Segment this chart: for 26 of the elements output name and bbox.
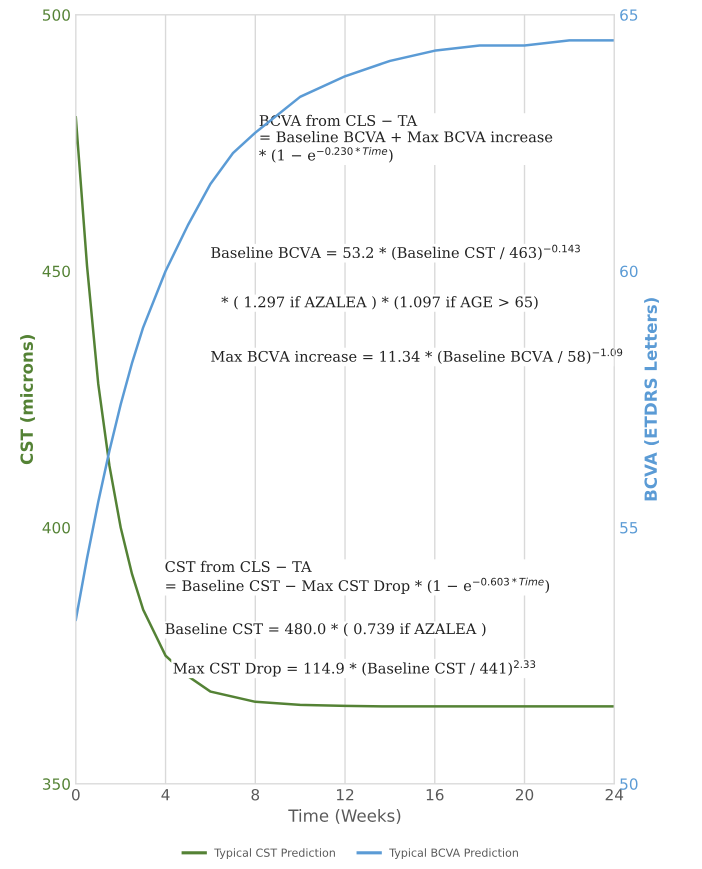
annotation: Baseline BCVA = 53.2 * (Baseline CST / 463)$^{−0.143}$ [211, 244, 580, 260]
annotation: * ( 1.297 if AZALEA ) * (1.097 if AGE > 65) [221, 296, 538, 310]
legend-label: Typical BCVA Prediction [389, 848, 518, 859]
y-tick-label: 450 [42, 266, 70, 278]
x-tick-label: 20 [516, 788, 534, 801]
annotation: CST from CLS − TA = Baseline CST − Max CST Drop * (1 − e$^{−0.603*Time}$) [165, 560, 550, 594]
legend-label: Typical CST Prediction [214, 848, 335, 859]
x-axis-title: Time (Weeks) [288, 809, 400, 824]
y-axis-title: CST (microns) [20, 335, 35, 464]
x-tick-label: 24 [606, 788, 624, 800]
y2-axis-title: BCVA (ETDRS Letters) [644, 298, 659, 500]
x-tick-label: 0 [72, 788, 80, 801]
y-tick-label: 350 [42, 778, 70, 790]
y2-tick-label: 65 [620, 9, 638, 21]
y-tick-label: 500 [42, 9, 70, 21]
x-tick-label: 16 [426, 788, 444, 801]
x-tick-label: 12 [336, 788, 354, 800]
x-tick-label: 4 [161, 789, 170, 800]
annotation: Max BCVA increase = 11.34 * (Baseline BCVA / 58)$^{−1.09}$ [211, 348, 622, 364]
y2-tick-label: 60 [620, 266, 638, 278]
y2-tick-label: 50 [620, 778, 638, 790]
annotation: Max CST Drop = 114.9 * (Baseline CST / 441)$^{2.33}$ [173, 660, 536, 677]
y-tick-label: 400 [42, 522, 70, 534]
y2-tick-label: 55 [620, 522, 638, 534]
annotation: Baseline CST = 480.0 * ( 0.739 if AZALEA ) [165, 622, 486, 636]
x-tick-label: 8 [251, 788, 260, 801]
